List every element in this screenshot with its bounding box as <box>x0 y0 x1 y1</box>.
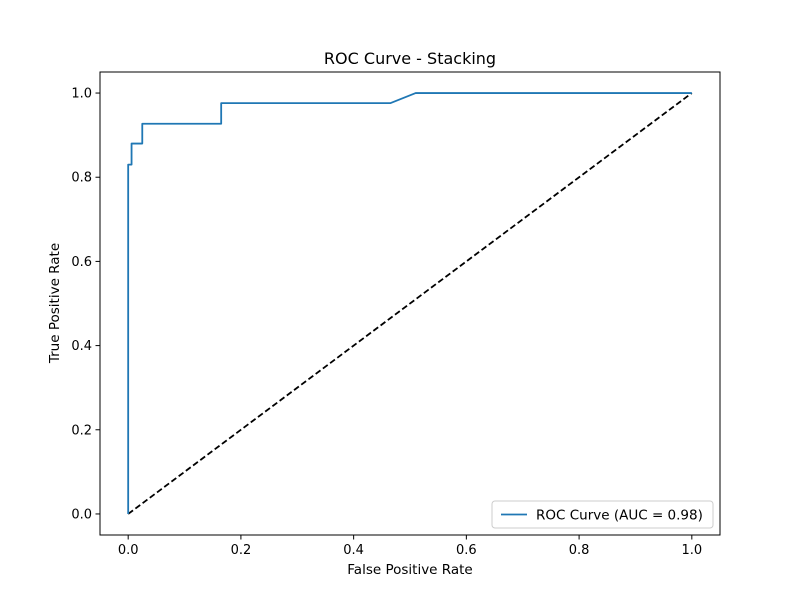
y-tick-label: 0.6 <box>71 255 92 270</box>
chance-diagonal-line <box>127 92 693 515</box>
y-axis-label: True Positive Rate <box>47 243 63 364</box>
legend-box <box>491 500 714 529</box>
x-tick-label: 0.0 <box>118 543 139 558</box>
y-tick-label: 0.8 <box>71 171 92 186</box>
plot-area: 0.0 0.2 0.4 0.6 0.8 1.0 0.0 0.2 0.4 0.6 0.8 1.0 <box>71 71 721 558</box>
plot-frame <box>99 71 721 536</box>
chart-title: ROC Curve - Stacking <box>324 49 496 68</box>
y-tick-label: 0.0 <box>71 507 92 522</box>
x-tick-label: 1.0 <box>681 543 702 558</box>
y-tick-label: 1.0 <box>71 87 92 102</box>
y-tick-label: 0.4 <box>71 339 92 354</box>
x-tick-label: 0.2 <box>231 543 252 558</box>
legend: ROC Curve (AUC = 0.98) <box>491 500 714 529</box>
x-axis-label: False Positive Rate <box>347 562 472 578</box>
y-tick-label: 0.2 <box>71 423 92 438</box>
legend-entry-label: ROC Curve (AUC = 0.98) <box>536 508 703 524</box>
roc-curve-line <box>127 92 692 514</box>
x-tick-label: 0.4 <box>343 543 364 558</box>
x-tick-label: 0.8 <box>569 543 590 558</box>
x-tick-label: 0.6 <box>456 543 477 558</box>
